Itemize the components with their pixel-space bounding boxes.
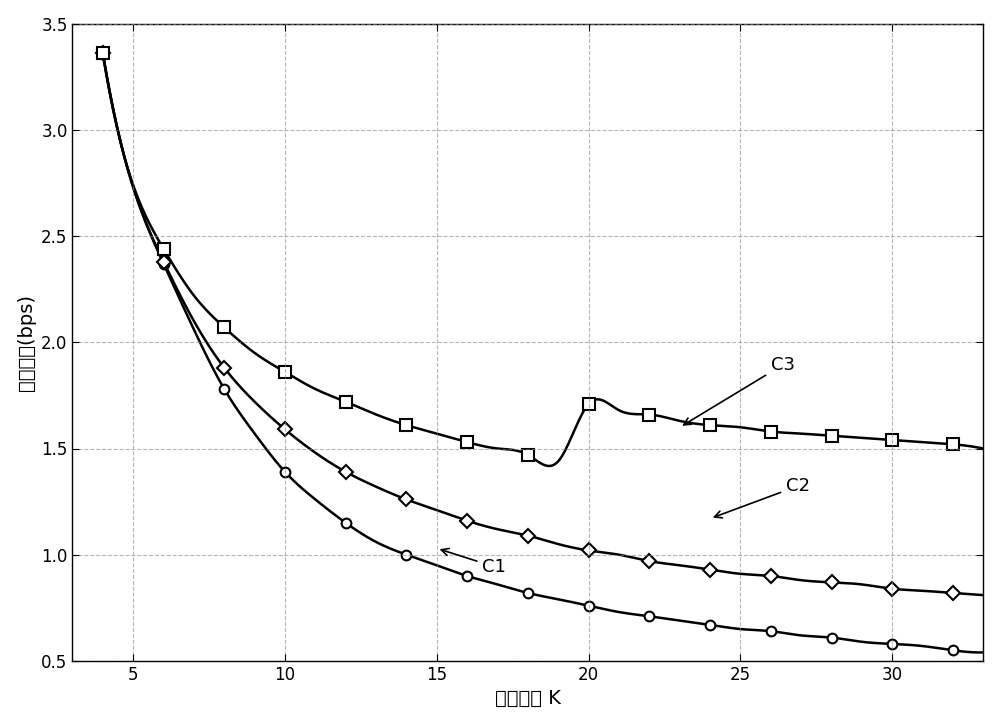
Text: C3: C3 [684,356,795,425]
Text: C1: C1 [441,549,506,576]
X-axis label: 用户数目 K: 用户数目 K [495,689,561,708]
Y-axis label: 信道容量(bps): 信道容量(bps) [17,294,36,391]
Text: C2: C2 [714,477,810,518]
